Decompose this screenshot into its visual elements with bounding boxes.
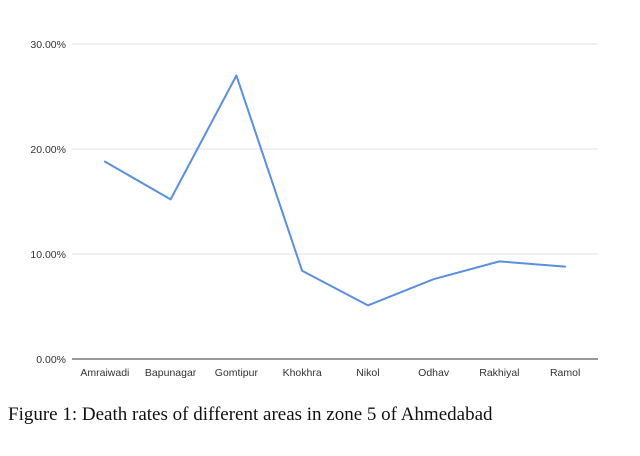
grid-lines: [72, 43, 598, 255]
x-tick-label: Bapunagar: [145, 367, 197, 379]
series-layer: [103, 74, 567, 307]
y-axis-tick-labels: 0.00% 10.00% 20.00% 30.00%: [30, 39, 66, 366]
x-tick-label: Amraiwadi: [80, 367, 129, 379]
line-chart: 0.00% 10.00% 20.00% 30.00% Amraiwadi Bapunag…: [30, 39, 598, 379]
x-tick-label: Ramol: [550, 367, 580, 379]
y-tick-label: 0.00%: [36, 354, 66, 366]
figure-caption: Figure 1: Death rates of different areas…: [8, 404, 493, 425]
x-tick-label: Gomtipur: [215, 367, 259, 379]
x-axis-tick-labels: Amraiwadi Bapunagar Gomtipur Khokhra Nikol Od…: [80, 367, 580, 379]
x-tick-label: Rakhiyal: [479, 367, 519, 379]
y-tick-label: 10.00%: [30, 249, 66, 261]
x-tick-label: Odhav: [418, 367, 450, 379]
x-tick-label: Khokhra: [283, 367, 322, 379]
y-tick-label: 20.00%: [30, 144, 66, 156]
y-tick-label: 30.00%: [30, 39, 66, 51]
x-tick-label: Nikol: [356, 367, 379, 379]
series-line: [103, 74, 567, 307]
